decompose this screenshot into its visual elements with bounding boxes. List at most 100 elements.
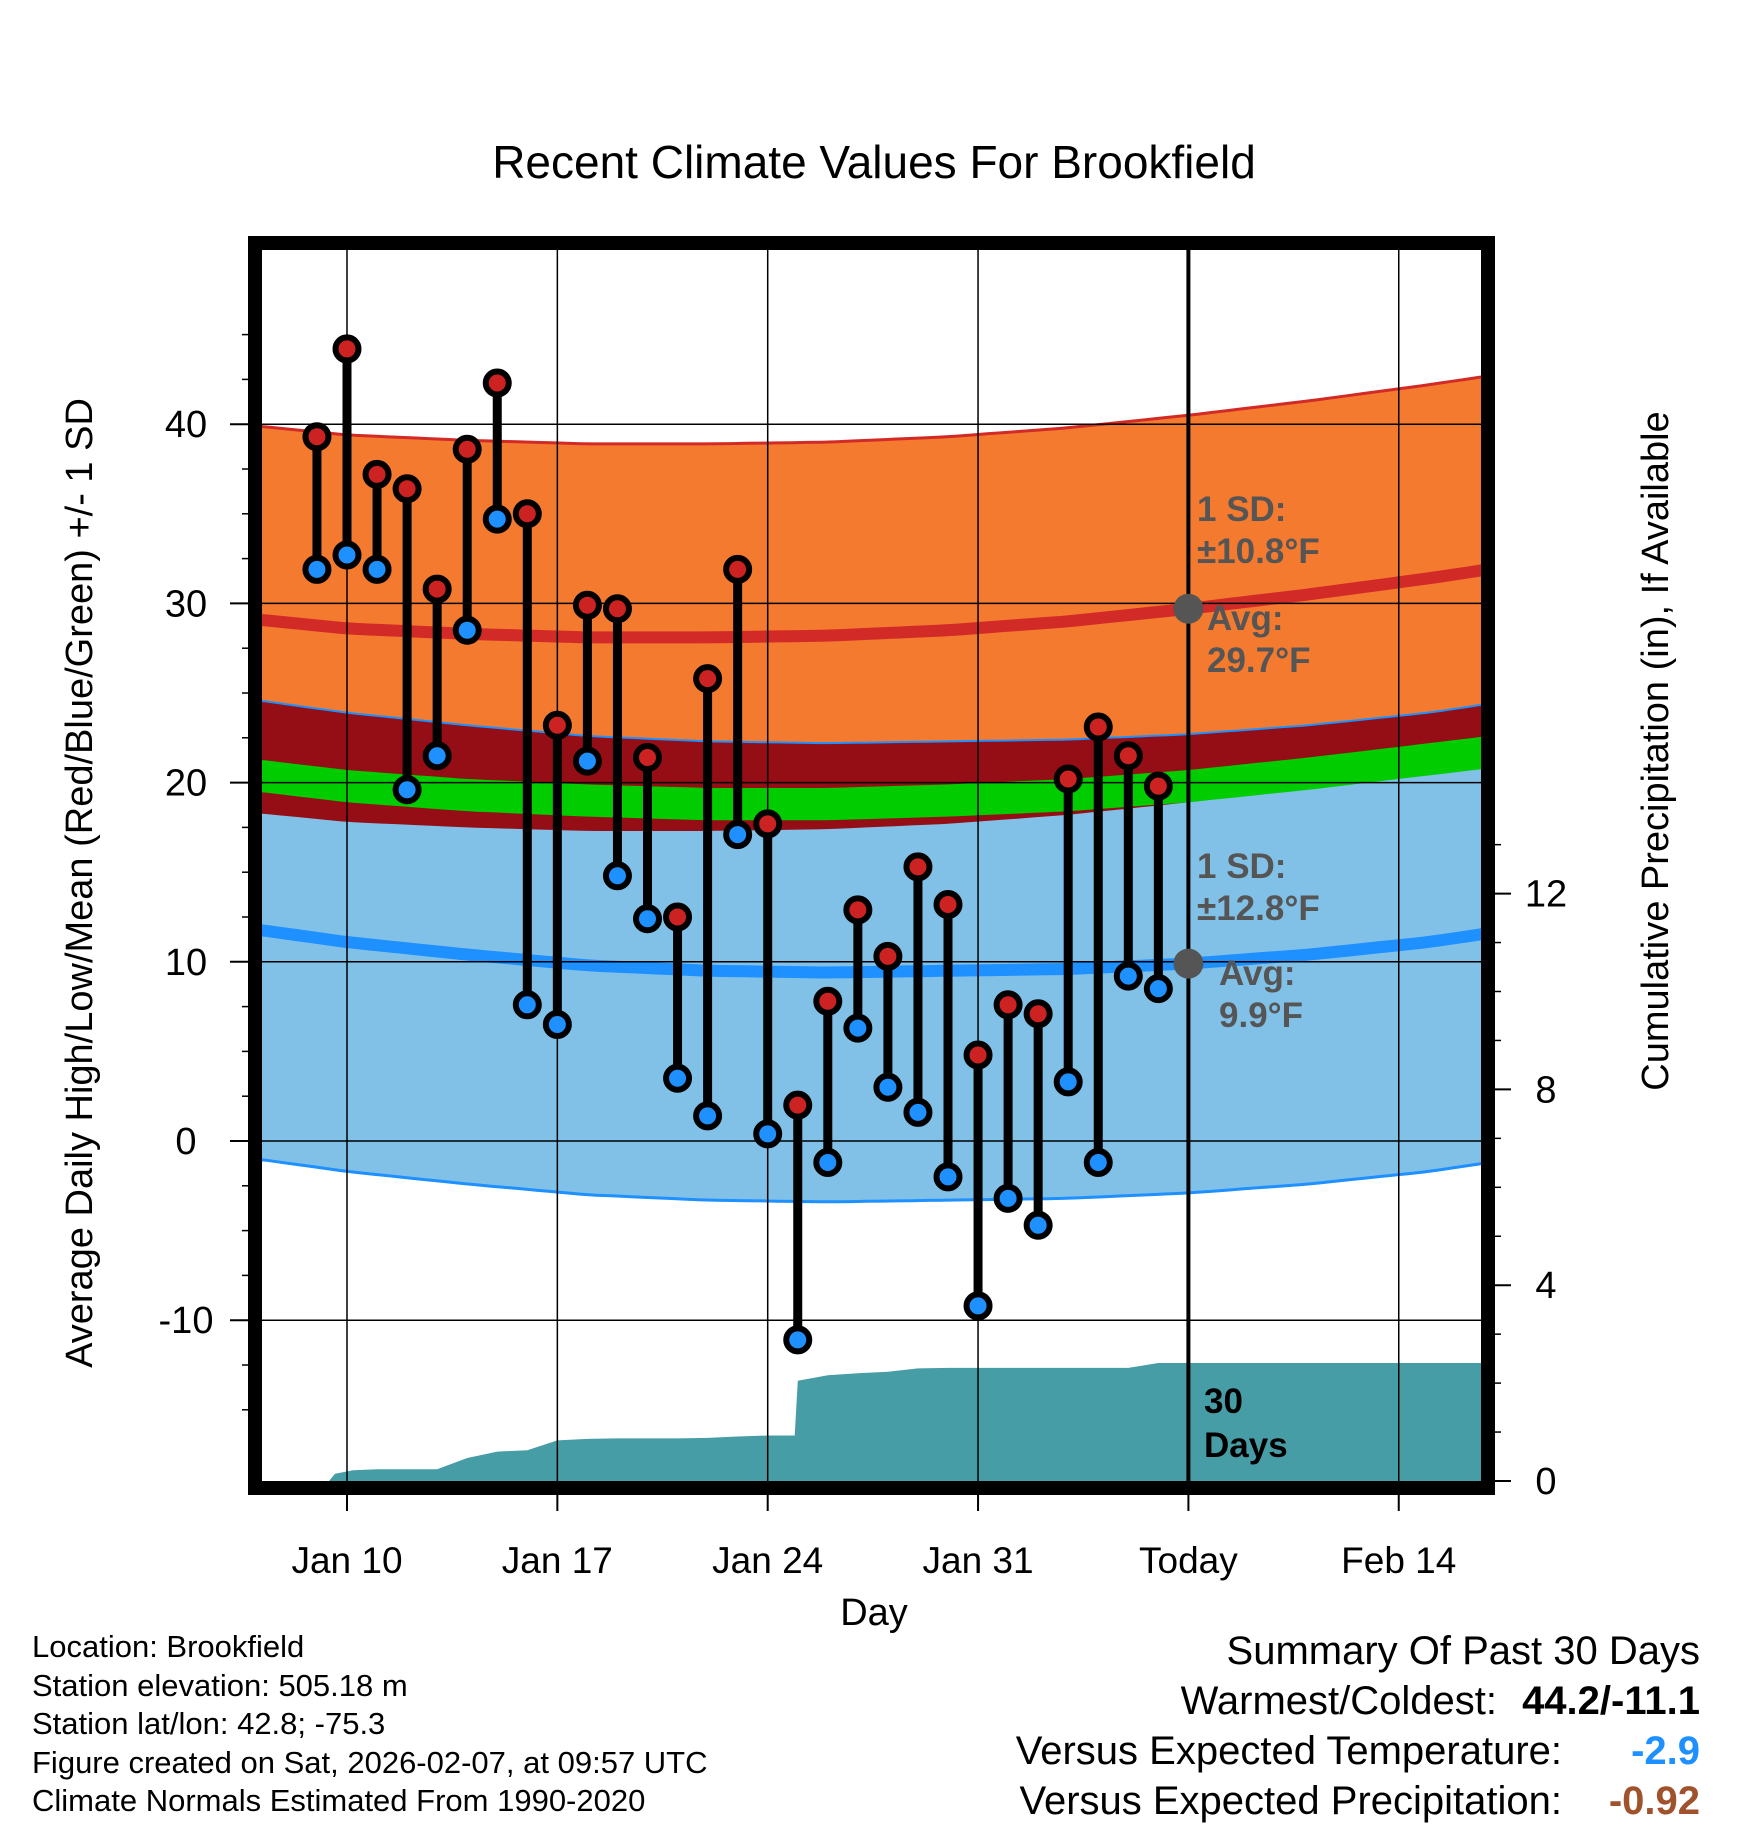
obs-low-marker <box>1053 1067 1083 1097</box>
obs-high-marker <box>903 852 933 882</box>
low-avg-today-marker <box>1173 948 1204 979</box>
created-text: Figure created on Sat, 2026-02-07, at 09… <box>32 1744 708 1780</box>
obs-low-marker <box>1143 974 1173 1004</box>
station-info: Location: Brookfield Station elevation: … <box>32 1628 708 1821</box>
y-tick-label: 30 <box>165 583 207 625</box>
obs-high-marker <box>602 594 632 624</box>
precipitation-area <box>262 1363 1481 1481</box>
low-avg-label: Avg: <box>1219 954 1295 993</box>
obs-low-marker <box>843 1013 873 1043</box>
warm-cold-label: Warmest/Coldest: <box>1180 1679 1497 1723</box>
obs-low-marker <box>392 775 422 805</box>
plot-frame <box>248 236 1495 1495</box>
warm-cold-value: 44.2/-11.1 <box>1522 1679 1700 1723</box>
obs-high-marker <box>993 990 1023 1020</box>
x-axis-label: Day <box>840 1592 908 1634</box>
obs-low-marker <box>302 554 332 584</box>
obs-high-marker <box>362 459 392 489</box>
obs-low-marker <box>1113 961 1143 991</box>
summary-temp-row: Versus Expected Temperature: -2.9 <box>1016 1726 1700 1776</box>
obs-high-marker <box>783 1090 813 1120</box>
obs-low-marker <box>572 746 602 776</box>
obs-low-marker <box>873 1072 903 1102</box>
high-avg-label: Avg: <box>1207 599 1283 638</box>
location-text: Location: Brookfield <box>32 1629 305 1664</box>
obs-low-marker <box>663 1063 693 1093</box>
obs-high-marker <box>1023 999 1053 1029</box>
normals-text: Climate Normals Estimated From 1990-2020 <box>32 1783 646 1818</box>
y-tick-label: 10 <box>165 942 207 984</box>
high-avg-today-marker <box>1173 593 1204 624</box>
obs-low-marker <box>452 615 482 645</box>
obs-low-marker <box>753 1119 783 1149</box>
obs-high-marker <box>813 986 843 1016</box>
summary-precip-row: Versus Expected Precipitation: -0.92 <box>1016 1776 1700 1826</box>
temp-label: Versus Expected Temperature: <box>1015 1729 1562 1773</box>
obs-high-marker <box>332 334 362 364</box>
elevation-text: Station elevation: 505.18 m <box>32 1667 408 1703</box>
obs-high-marker <box>1143 771 1173 801</box>
obs-high-marker <box>482 368 512 398</box>
obs-high-marker <box>452 434 482 464</box>
obs-low-marker <box>633 904 662 934</box>
obs-high-marker <box>572 590 602 620</box>
y-tick-label: 40 <box>165 404 207 446</box>
obs-low-marker <box>993 1183 1023 1213</box>
summary-panel: Summary Of Past 30 Days Warmest/Coldest:… <box>1016 1626 1700 1826</box>
obs-high-marker <box>963 1040 993 1070</box>
mean-band <box>262 736 1481 821</box>
obs-high-marker <box>542 710 572 740</box>
obs-low-marker <box>933 1162 963 1192</box>
obs-low-marker <box>903 1097 933 1127</box>
high-sd-label: 1 SD: <box>1197 490 1286 529</box>
x-tick-label: Jan 24 <box>712 1540 823 1581</box>
obs-high-marker <box>753 809 783 839</box>
obs-low-marker <box>542 1010 572 1040</box>
obs-low-marker <box>602 861 632 891</box>
y-right-tick-label: 12 <box>1525 874 1567 916</box>
obs-low-marker <box>723 820 753 850</box>
obs-high-marker <box>663 902 693 932</box>
high-sd-value: ±10.8°F <box>1197 532 1320 571</box>
obs-low-marker <box>1023 1210 1053 1240</box>
y-tick-label: 0 <box>175 1121 196 1163</box>
obs-high-marker <box>392 474 422 504</box>
x-tick-label: Jan 17 <box>502 1540 613 1581</box>
obs-high-marker <box>1083 712 1113 742</box>
x-tick-label: Feb 14 <box>1341 1540 1456 1581</box>
latlon-text: Station lat/lon: 42.8; -75.3 <box>32 1706 386 1741</box>
obs-low-marker <box>512 990 542 1020</box>
obs-low-marker <box>813 1148 843 1178</box>
summary-title: Summary Of Past 30 Days <box>1226 1629 1700 1673</box>
obs-low-marker <box>783 1325 813 1355</box>
low-avg-line <box>262 924 1481 979</box>
obs-low-marker <box>693 1101 723 1131</box>
low-sd-value: ±12.8°F <box>1197 889 1320 928</box>
days-word-label: Days <box>1204 1426 1288 1465</box>
obs-low-marker <box>1083 1148 1113 1178</box>
x-tick-label: Jan 31 <box>923 1540 1034 1581</box>
low-sd-upper-line <box>262 700 1481 745</box>
low-sd-label: 1 SD: <box>1197 847 1286 886</box>
high-avg-value: 29.7°F <box>1207 641 1311 680</box>
x-tick-label: Today <box>1139 1540 1238 1581</box>
obs-low-marker <box>482 504 512 534</box>
y-axis-label-right: Cumulative Precipitation (in), If Availa… <box>1635 411 1677 1090</box>
y-right-tick-label: 0 <box>1535 1461 1556 1503</box>
obs-high-marker <box>302 422 332 452</box>
obs-high-marker <box>1113 741 1143 771</box>
y-right-tick-label: 4 <box>1535 1265 1556 1307</box>
precip-value: -0.92 <box>1608 1779 1700 1823</box>
obs-high-marker <box>873 941 903 971</box>
y-tick-label: -10 <box>159 1300 214 1342</box>
chart-title: Recent Climate Values For Brookfield <box>492 136 1256 188</box>
days-count-label: 30 <box>1204 1382 1243 1421</box>
y-axis-label-left: Average Daily High/Low/Mean (Red/Blue/Gr… <box>59 398 101 1368</box>
obs-low-marker <box>422 741 452 771</box>
y-right-tick-label: 8 <box>1535 1069 1556 1111</box>
low-sd-lower-line <box>262 1158 1481 1204</box>
obs-high-marker <box>1053 764 1083 794</box>
summary-warm-cold-row: Warmest/Coldest: 44.2/-11.1 <box>1016 1676 1700 1726</box>
